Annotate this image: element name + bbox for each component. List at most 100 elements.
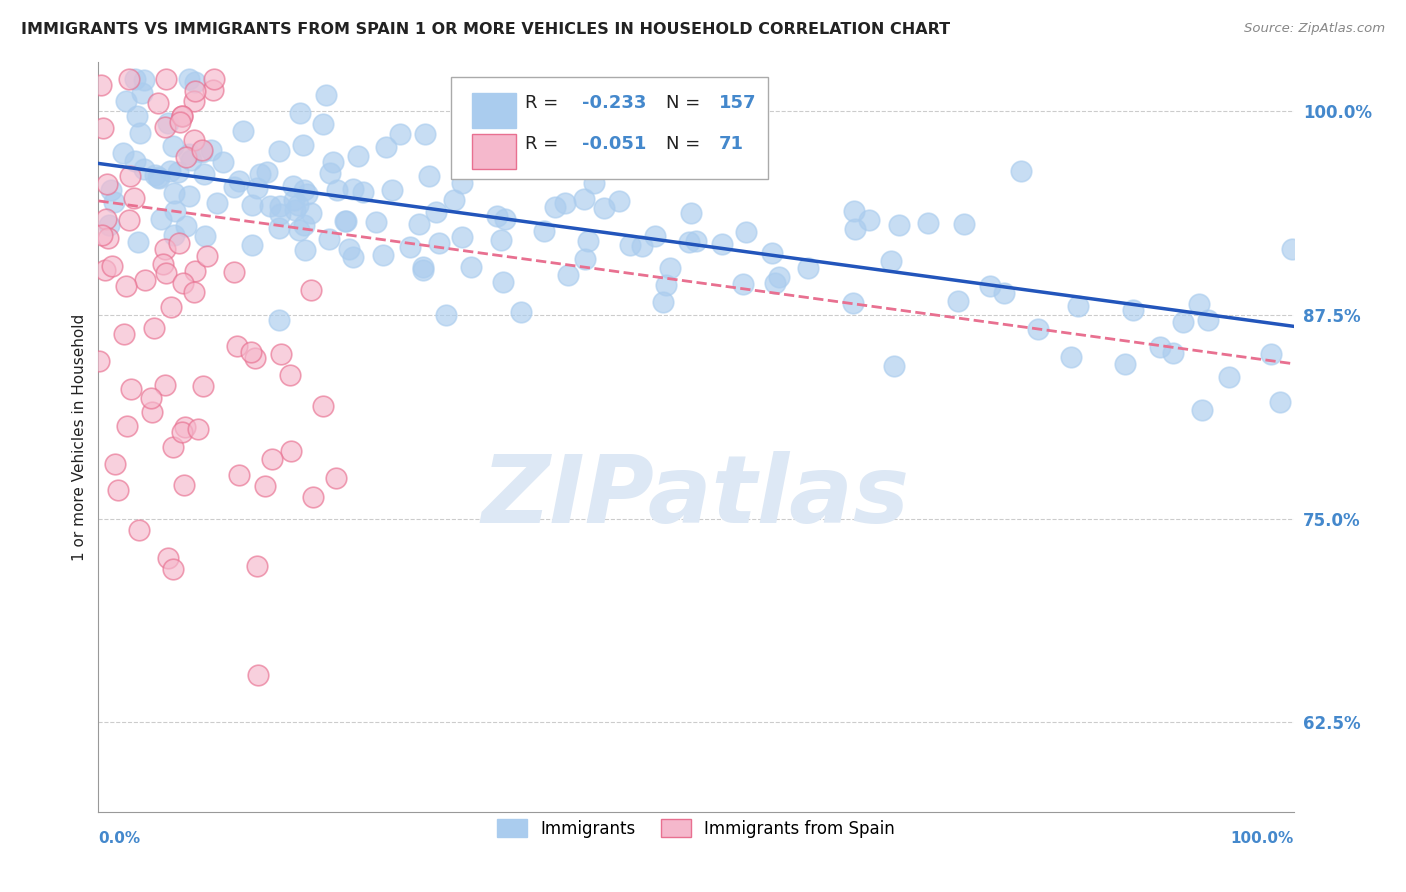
- Point: [163, 228, 186, 243]
- Point: [346, 149, 368, 163]
- Point: [315, 88, 337, 103]
- Point: [149, 212, 172, 227]
- Point: [118, 169, 141, 183]
- Point: [155, 266, 177, 280]
- Text: IMMIGRANTS VS IMMIGRANTS FROM SPAIN 1 OR MORE VEHICLES IN HOUSEHOLD CORRELATION : IMMIGRANTS VS IMMIGRANTS FROM SPAIN 1 OR…: [21, 22, 950, 37]
- Point: [796, 260, 818, 275]
- Point: [375, 140, 398, 154]
- Point: [486, 209, 509, 223]
- Point: [337, 242, 360, 256]
- Point: [319, 166, 342, 180]
- Point: [1114, 357, 1136, 371]
- Point: [763, 277, 786, 291]
- Point: [1026, 322, 1049, 336]
- Point: [142, 321, 165, 335]
- Point: [650, 160, 672, 174]
- Point: [157, 550, 180, 565]
- Point: [325, 470, 347, 484]
- Point: [352, 185, 374, 199]
- Point: [183, 285, 205, 299]
- Point: [572, 192, 595, 206]
- Point: [222, 180, 245, 194]
- Point: [472, 155, 495, 169]
- Point: [169, 115, 191, 129]
- Point: [1268, 395, 1291, 409]
- Point: [120, 382, 142, 396]
- Point: [312, 399, 335, 413]
- Point: [948, 293, 970, 308]
- Point: [97, 218, 120, 232]
- Point: [408, 218, 430, 232]
- Point: [463, 132, 485, 146]
- Point: [174, 151, 197, 165]
- Point: [202, 83, 225, 97]
- Point: [160, 300, 183, 314]
- Text: N =: N =: [666, 135, 700, 153]
- Point: [1281, 243, 1303, 257]
- Point: [97, 231, 120, 245]
- Point: [333, 214, 356, 228]
- Point: [952, 217, 974, 231]
- Point: [655, 278, 678, 293]
- Point: [481, 149, 503, 163]
- Point: [592, 201, 614, 215]
- Point: [153, 377, 176, 392]
- Point: [322, 154, 344, 169]
- Text: -0.051: -0.051: [582, 135, 647, 153]
- Point: [510, 305, 533, 319]
- Point: [427, 235, 450, 250]
- Point: [187, 422, 209, 436]
- Point: [993, 285, 1015, 300]
- Point: [153, 243, 176, 257]
- FancyBboxPatch shape: [472, 93, 516, 128]
- Text: -0.233: -0.233: [582, 94, 647, 112]
- Point: [211, 155, 233, 169]
- Point: [284, 203, 307, 218]
- Point: [574, 252, 596, 267]
- Point: [1060, 350, 1083, 364]
- Point: [295, 186, 318, 201]
- Point: [312, 117, 335, 131]
- Text: R =: R =: [524, 135, 558, 153]
- Point: [125, 109, 148, 123]
- Point: [155, 71, 177, 86]
- Point: [195, 249, 218, 263]
- Point: [979, 278, 1001, 293]
- Point: [533, 224, 555, 238]
- Point: [240, 237, 263, 252]
- Point: [302, 490, 325, 504]
- Text: 71: 71: [718, 135, 744, 153]
- Point: [1161, 346, 1184, 360]
- Point: [183, 94, 205, 108]
- Point: [1188, 297, 1211, 311]
- Point: [117, 419, 139, 434]
- Point: [412, 263, 434, 277]
- Point: [165, 203, 187, 218]
- Point: [96, 211, 118, 226]
- Point: [292, 137, 315, 152]
- Point: [425, 205, 447, 219]
- Point: [292, 218, 315, 232]
- Point: [443, 193, 465, 207]
- Point: [335, 213, 357, 227]
- Point: [460, 260, 482, 275]
- Point: [93, 262, 115, 277]
- Point: [96, 177, 118, 191]
- FancyBboxPatch shape: [472, 135, 516, 169]
- Point: [883, 359, 905, 374]
- Point: [290, 106, 312, 120]
- Point: [167, 236, 190, 251]
- Point: [489, 233, 512, 247]
- Point: [607, 194, 630, 208]
- Point: [434, 309, 457, 323]
- Point: [91, 227, 114, 242]
- Point: [246, 558, 269, 573]
- Point: [262, 452, 284, 467]
- Text: ZIPatlas: ZIPatlas: [482, 451, 910, 543]
- Point: [101, 259, 124, 273]
- Point: [564, 159, 586, 173]
- Point: [1191, 403, 1213, 417]
- Legend: Immigrants, Immigrants from Spain: Immigrants, Immigrants from Spain: [491, 813, 901, 845]
- Point: [287, 198, 309, 212]
- Point: [858, 213, 880, 227]
